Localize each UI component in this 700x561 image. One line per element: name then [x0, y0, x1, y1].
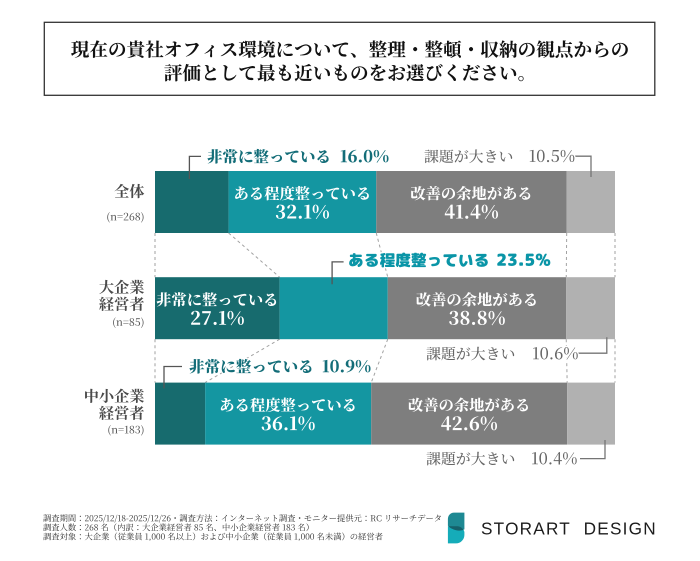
svg-text:STORART DESIGN: STORART DESIGN [481, 519, 657, 539]
